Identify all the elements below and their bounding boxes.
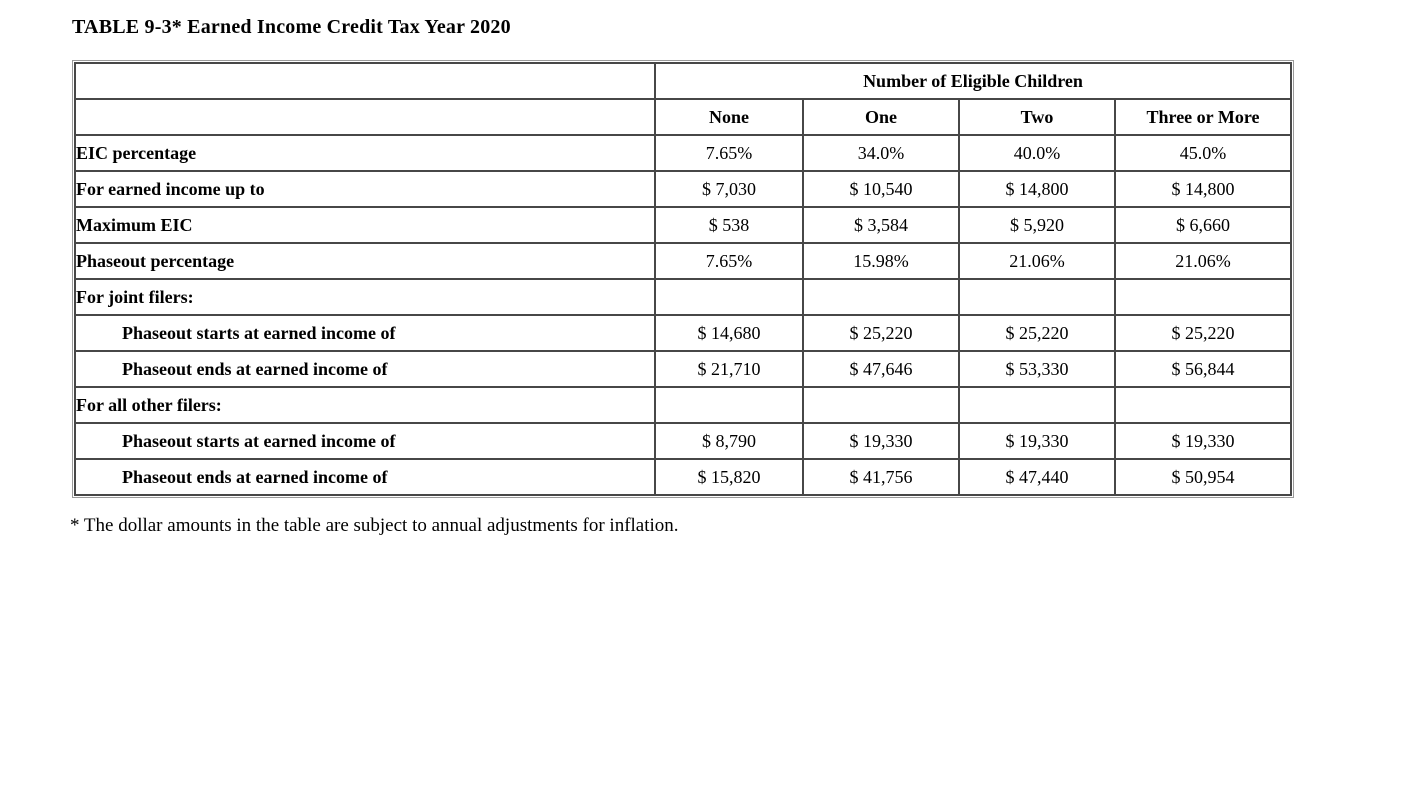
row-label: Maximum EIC <box>74 206 656 244</box>
column-header-none: None <box>654 98 804 136</box>
row-label: Phaseout starts at earned income of <box>74 314 656 352</box>
table-row: Phaseout ends at earned income of $ 21,7… <box>74 350 1292 388</box>
table-group-row: For all other filers: <box>74 386 1292 424</box>
table-row: Maximum EIC $ 538 $ 3,584 $ 5,920 $ 6,66… <box>74 206 1292 244</box>
cell-value: $ 41,756 <box>802 458 960 496</box>
cell-value: $ 47,646 <box>802 350 960 388</box>
table-row: For earned income up to $ 7,030 $ 10,540… <box>74 170 1292 208</box>
cell-value <box>654 278 804 316</box>
cell-value <box>1114 278 1292 316</box>
cell-value <box>1114 386 1292 424</box>
row-label: Phaseout starts at earned income of <box>74 422 656 460</box>
footnote: * The dollar amounts in the table are su… <box>70 515 679 536</box>
cell-value: $ 8,790 <box>654 422 804 460</box>
row-label: Phaseout ends at earned income of <box>74 458 656 496</box>
table-row: Phaseout starts at earned income of $ 14… <box>74 314 1292 352</box>
cell-value: $ 19,330 <box>1114 422 1292 460</box>
cell-value: 21.06% <box>958 242 1116 280</box>
cell-value: $ 538 <box>654 206 804 244</box>
group-header: Number of Eligible Children <box>654 62 1292 100</box>
cell-value: $ 14,800 <box>958 170 1116 208</box>
cell-value: $ 25,220 <box>802 314 960 352</box>
cell-value <box>802 386 960 424</box>
cell-value: 15.98% <box>802 242 960 280</box>
table-row: Phaseout starts at earned income of $ 8,… <box>74 422 1292 460</box>
cell-value: $ 6,660 <box>1114 206 1292 244</box>
cell-value: $ 14,680 <box>654 314 804 352</box>
cell-value: $ 53,330 <box>958 350 1116 388</box>
cell-value: $ 10,540 <box>802 170 960 208</box>
cell-value: $ 25,220 <box>958 314 1116 352</box>
cell-value: $ 56,844 <box>1114 350 1292 388</box>
column-header-three-or-more: Three or More <box>1114 98 1292 136</box>
cell-value: 21.06% <box>1114 242 1292 280</box>
row-label: Phaseout percentage <box>74 242 656 280</box>
row-label: For all other filers: <box>74 386 656 424</box>
header-corner-cell <box>74 98 656 136</box>
cell-value: $ 50,954 <box>1114 458 1292 496</box>
header-corner-cell <box>74 62 656 100</box>
cell-value: $ 7,030 <box>654 170 804 208</box>
column-header-two: Two <box>958 98 1116 136</box>
cell-value: 34.0% <box>802 134 960 172</box>
table-row: Phaseout percentage 7.65% 15.98% 21.06% … <box>74 242 1292 280</box>
cell-value: $ 5,920 <box>958 206 1116 244</box>
cell-value: $ 25,220 <box>1114 314 1292 352</box>
column-header-one: One <box>802 98 960 136</box>
row-label: For earned income up to <box>74 170 656 208</box>
cell-value <box>958 386 1116 424</box>
group-header-row: Number of Eligible Children <box>74 62 1292 100</box>
cell-value: $ 19,330 <box>958 422 1116 460</box>
cell-value <box>958 278 1116 316</box>
cell-value: 45.0% <box>1114 134 1292 172</box>
cell-value <box>654 386 804 424</box>
cell-value: $ 14,800 <box>1114 170 1292 208</box>
column-header-row: None One Two Three or More <box>74 98 1292 136</box>
cell-value: 7.65% <box>654 134 804 172</box>
table-group-row: For joint filers: <box>74 278 1292 316</box>
cell-value: 7.65% <box>654 242 804 280</box>
cell-value <box>802 278 960 316</box>
cell-value: $ 15,820 <box>654 458 804 496</box>
table-title: TABLE 9-3* Earned Income Credit Tax Year… <box>72 16 511 38</box>
row-label: For joint filers: <box>74 278 656 316</box>
row-label: Phaseout ends at earned income of <box>74 350 656 388</box>
cell-value: $ 19,330 <box>802 422 960 460</box>
eic-table: Number of Eligible Children None One Two… <box>74 62 1292 496</box>
cell-value: $ 47,440 <box>958 458 1116 496</box>
cell-value: $ 3,584 <box>802 206 960 244</box>
row-label: EIC percentage <box>74 134 656 172</box>
table-row: Phaseout ends at earned income of $ 15,8… <box>74 458 1292 496</box>
cell-value: 40.0% <box>958 134 1116 172</box>
table-outer-frame: Number of Eligible Children None One Two… <box>72 60 1294 498</box>
table-row: EIC percentage 7.65% 34.0% 40.0% 45.0% <box>74 134 1292 172</box>
cell-value: $ 21,710 <box>654 350 804 388</box>
